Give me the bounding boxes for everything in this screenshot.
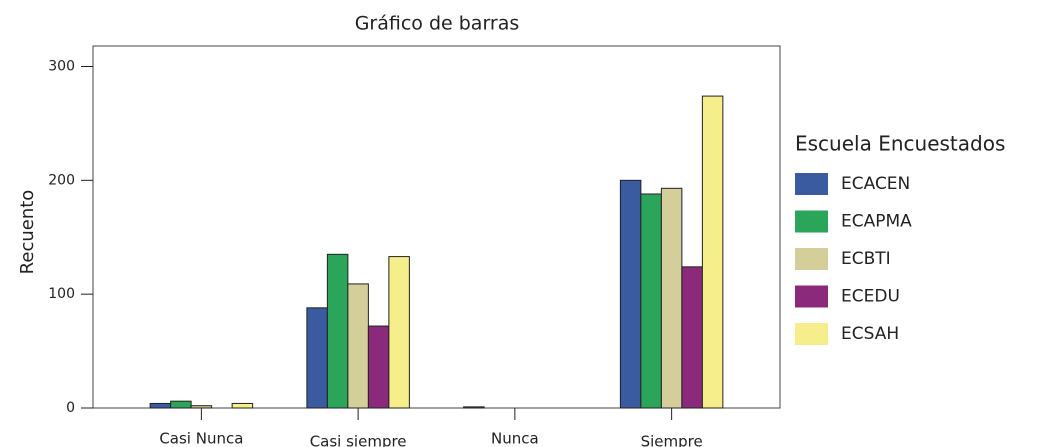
bar (170, 400, 192, 409)
bar (660, 187, 683, 409)
bar (326, 253, 349, 409)
y-tick-label: 300 (48, 58, 75, 74)
legend-label: ECEDU (841, 287, 900, 307)
bar (619, 179, 642, 409)
bar (367, 325, 390, 409)
bar (640, 193, 662, 409)
bar (463, 406, 485, 409)
y-tick-label: 100 (48, 286, 75, 302)
legend-swatch (795, 173, 828, 195)
bar (306, 307, 328, 409)
legend-title: Escuela Encuestados (795, 132, 1005, 156)
legend-swatch (795, 323, 828, 345)
bar (701, 95, 724, 409)
x-tick-label: Nunca (491, 430, 539, 447)
y-tick-label: 0 (66, 400, 75, 416)
legend-label: ECBTI (841, 249, 891, 269)
bar (149, 402, 172, 409)
chart-title: Gráfico de barras (355, 13, 520, 35)
y-axis-label: Recuento (17, 190, 38, 275)
plot-frame (92, 45, 781, 409)
bar (231, 402, 254, 409)
legend-label: ECAPMA (841, 212, 912, 232)
legend-label: ECSAH (841, 324, 899, 344)
x-tick-label: Siempre (641, 433, 703, 447)
y-tick-label: 200 (48, 172, 75, 188)
legend-swatch (795, 285, 828, 308)
x-tick-label: Casi Nunca (159, 430, 243, 447)
x-tick-label: Casi siempre (310, 433, 407, 447)
legend-label: ECACEN (841, 174, 910, 194)
bar (347, 283, 369, 409)
legend-swatch (795, 248, 828, 270)
bar (681, 266, 703, 409)
bar (190, 405, 213, 409)
bar (388, 256, 410, 409)
legend-swatch (795, 210, 828, 233)
